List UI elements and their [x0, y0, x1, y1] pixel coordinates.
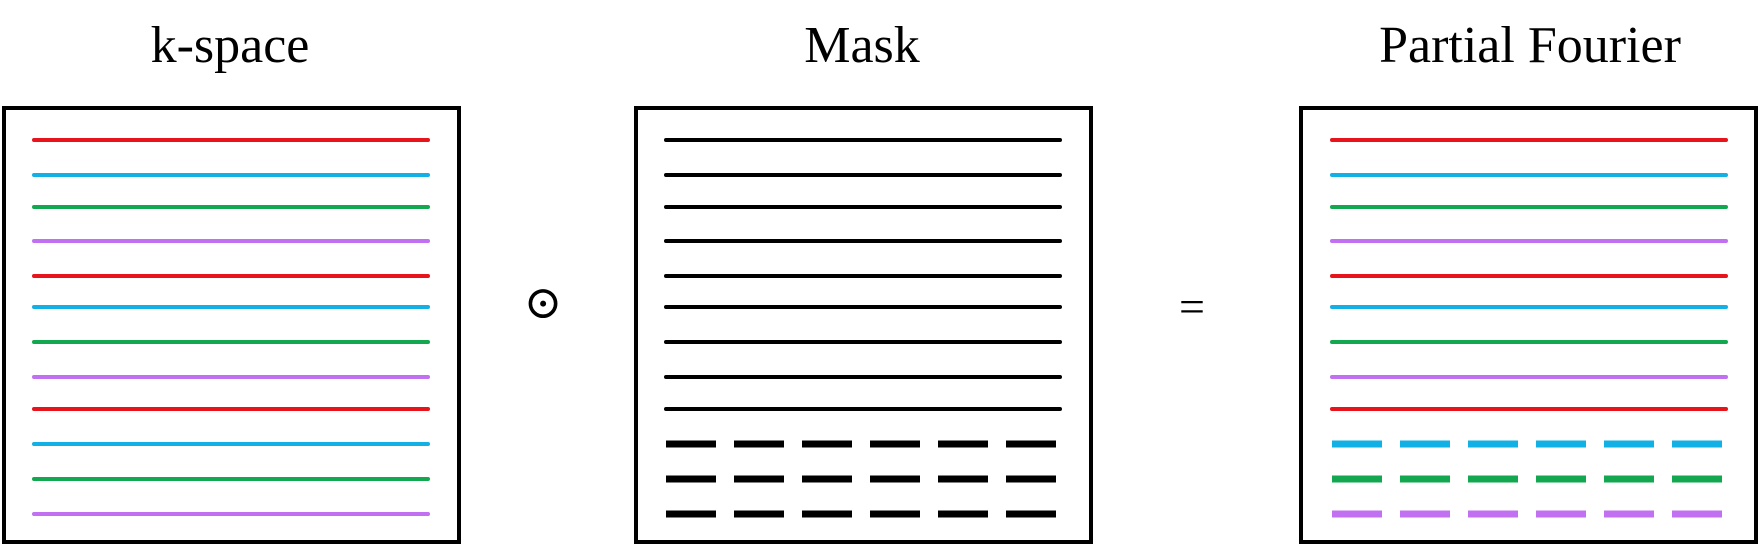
panel-frame-partial-fourier: [1299, 106, 1758, 544]
kspace-lines: [32, 138, 430, 516]
panel-frame-kspace: [2, 106, 461, 544]
panel-title-kspace: k-space: [151, 17, 310, 74]
panel-title-mask: Mask: [804, 17, 920, 74]
equals-operator: =: [1179, 281, 1205, 332]
hadamard-operator: ⊙: [524, 277, 563, 328]
panel-mask: Mask: [634, 17, 1093, 544]
panel-kspace: k-space: [2, 17, 461, 544]
panel-title-partial-fourier: Partial Fourier: [1379, 17, 1681, 74]
mask-lines: [664, 138, 1062, 518]
partial-fourier-lines: [1330, 138, 1728, 518]
panel-partial-fourier: Partial Fourier: [1299, 17, 1758, 544]
panel-frame-mask: [634, 106, 1093, 544]
